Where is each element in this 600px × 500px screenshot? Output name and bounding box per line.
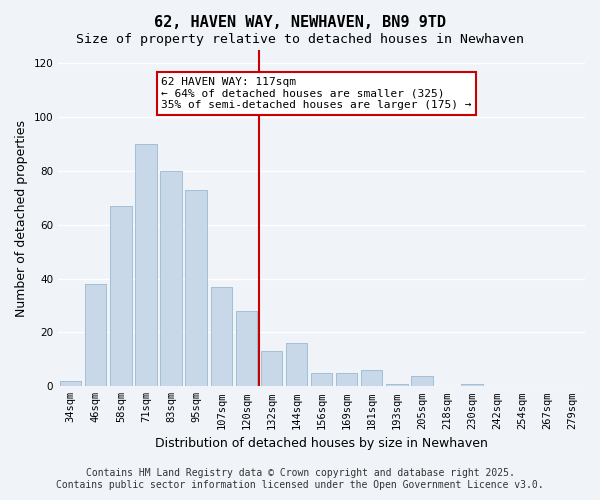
Bar xyxy=(136,144,157,386)
Bar xyxy=(160,171,182,386)
Bar xyxy=(361,370,382,386)
Bar xyxy=(411,376,433,386)
X-axis label: Distribution of detached houses by size in Newhaven: Distribution of detached houses by size … xyxy=(155,437,488,450)
Text: 62, HAVEN WAY, NEWHAVEN, BN9 9TD: 62, HAVEN WAY, NEWHAVEN, BN9 9TD xyxy=(154,15,446,30)
Bar xyxy=(85,284,106,386)
Bar xyxy=(386,384,407,386)
Bar xyxy=(336,373,358,386)
Bar xyxy=(185,190,207,386)
Text: 62 HAVEN WAY: 117sqm
← 64% of detached houses are smaller (325)
35% of semi-deta: 62 HAVEN WAY: 117sqm ← 64% of detached h… xyxy=(161,77,472,110)
Bar xyxy=(461,384,483,386)
Text: Size of property relative to detached houses in Newhaven: Size of property relative to detached ho… xyxy=(76,32,524,46)
Bar xyxy=(60,381,82,386)
Y-axis label: Number of detached properties: Number of detached properties xyxy=(15,120,28,316)
Text: Contains HM Land Registry data © Crown copyright and database right 2025.
Contai: Contains HM Land Registry data © Crown c… xyxy=(56,468,544,490)
Bar xyxy=(236,311,257,386)
Bar xyxy=(211,287,232,386)
Bar xyxy=(110,206,131,386)
Bar xyxy=(261,352,282,386)
Bar xyxy=(286,344,307,386)
Bar xyxy=(311,373,332,386)
